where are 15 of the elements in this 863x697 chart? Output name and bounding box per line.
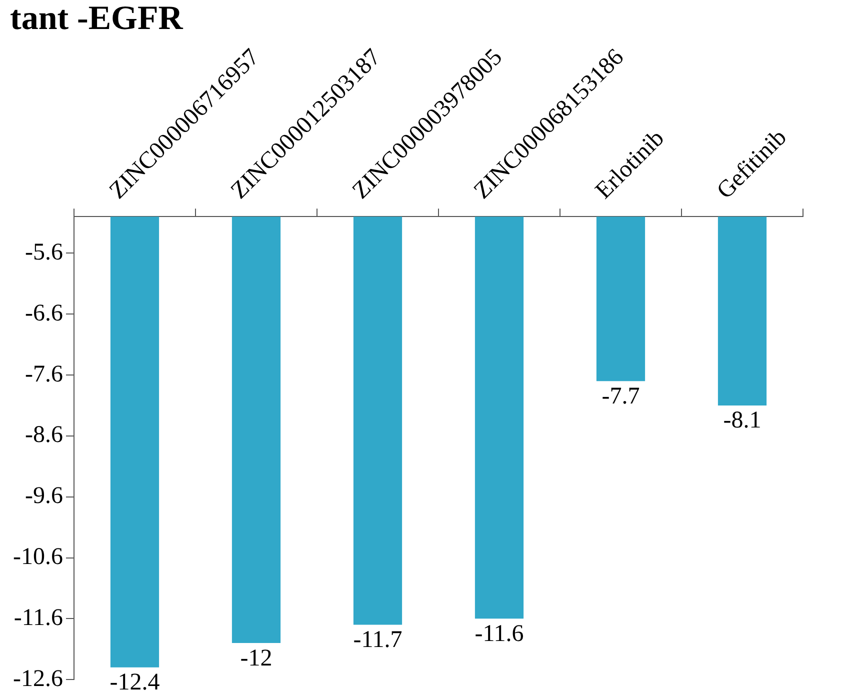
data-label: -11.6 — [474, 620, 524, 647]
y-tick-label: -5.6 — [24, 239, 63, 266]
data-label: -8.1 — [723, 408, 762, 434]
chart-title: tant -EGFR — [10, 0, 184, 38]
y-tick-label: -12.6 — [12, 666, 63, 692]
data-label: -12.4 — [110, 670, 160, 696]
y-tick-label: -8.6 — [24, 422, 63, 448]
y-tick-label: -7.6 — [24, 361, 63, 388]
data-label: -12 — [240, 645, 272, 672]
data-label: -11.7 — [353, 627, 402, 654]
y-tick-label: -10.6 — [12, 544, 63, 570]
data-label: -7.7 — [602, 383, 640, 410]
y-tick-label: -11.6 — [14, 604, 63, 631]
y-tick-label: -6.6 — [24, 300, 63, 326]
y-tick-label: -9.6 — [24, 483, 63, 510]
